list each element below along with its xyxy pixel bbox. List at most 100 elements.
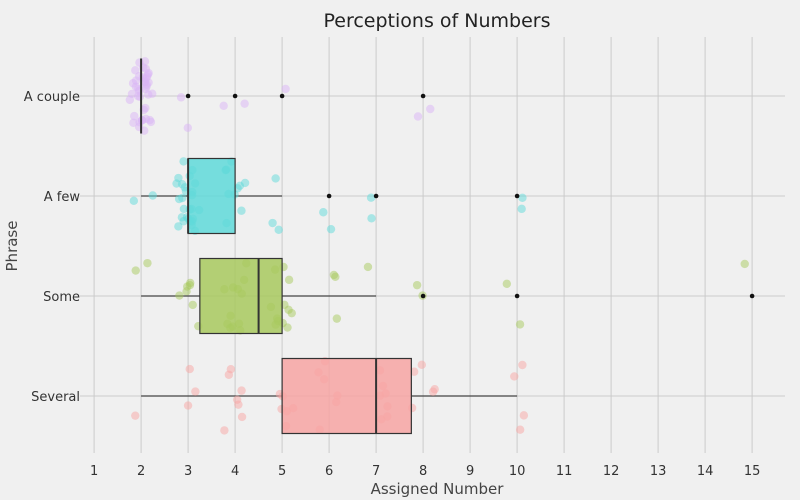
x-tick-label: 4 xyxy=(231,464,239,479)
x-tick-label: 2 xyxy=(137,464,145,479)
outlier-point xyxy=(373,193,379,199)
data-point xyxy=(183,401,193,410)
iqr-box xyxy=(187,157,236,235)
x-tick-label: 3 xyxy=(184,464,192,479)
x-tick-label: 11 xyxy=(556,464,573,479)
data-point xyxy=(274,225,283,235)
data-point xyxy=(219,101,228,110)
data-point xyxy=(148,191,157,200)
data-point xyxy=(131,66,140,75)
data-point xyxy=(188,300,197,310)
y-tick-label: Some xyxy=(43,290,80,305)
data-point xyxy=(144,90,153,99)
data-point xyxy=(177,213,187,222)
data-point xyxy=(412,280,422,290)
data-point xyxy=(129,196,139,206)
data-point xyxy=(224,370,234,379)
data-point xyxy=(319,208,328,217)
data-point xyxy=(510,372,519,381)
x-tick-label: 1 xyxy=(90,464,98,479)
iqr-box xyxy=(199,257,283,335)
x-tick-label: 5 xyxy=(278,464,286,479)
data-point xyxy=(413,112,423,121)
x-tick-label: 14 xyxy=(697,464,714,479)
outlier-point xyxy=(232,93,238,99)
data-point xyxy=(237,206,246,215)
data-point xyxy=(174,194,184,204)
data-point xyxy=(130,111,139,121)
data-point xyxy=(240,178,250,188)
data-point xyxy=(175,291,184,300)
data-point xyxy=(129,118,138,128)
data-point xyxy=(281,84,290,94)
data-point xyxy=(284,275,294,285)
x-tick-label: 8 xyxy=(419,464,427,479)
data-point xyxy=(332,314,342,323)
data-point xyxy=(140,77,150,86)
data-point xyxy=(179,157,188,166)
data-point xyxy=(177,179,187,189)
data-point xyxy=(519,411,529,420)
outlier-point xyxy=(279,93,285,99)
data-point xyxy=(220,426,229,435)
data-point xyxy=(271,174,280,183)
data-point xyxy=(143,258,152,268)
data-point xyxy=(409,367,419,376)
data-point xyxy=(331,272,340,281)
data-point xyxy=(740,259,749,269)
outlier-point xyxy=(749,293,755,299)
data-point xyxy=(237,412,247,422)
outlier-point xyxy=(420,93,426,99)
data-point xyxy=(179,204,189,214)
data-point xyxy=(517,204,526,214)
x-tick-label: 15 xyxy=(744,464,761,479)
data-point xyxy=(367,214,376,223)
data-point xyxy=(518,193,527,202)
data-point xyxy=(176,93,186,102)
data-point xyxy=(131,266,140,275)
data-point xyxy=(237,386,246,395)
data-point xyxy=(426,104,435,114)
data-point xyxy=(186,278,195,288)
data-point xyxy=(363,262,373,272)
data-point xyxy=(125,95,135,104)
box-layer xyxy=(140,58,412,435)
data-point xyxy=(174,222,183,231)
outlier-point xyxy=(514,193,520,199)
y-tick-label: Several xyxy=(31,390,80,405)
data-point xyxy=(185,364,194,374)
y-axis-label: Phrase xyxy=(3,221,21,272)
iqr-box xyxy=(281,357,412,435)
outlier-layer xyxy=(185,93,755,299)
data-point xyxy=(140,57,150,66)
outlier-point xyxy=(514,293,520,299)
data-point xyxy=(135,92,145,101)
x-tick-label: 9 xyxy=(466,464,474,479)
x-tick-label: 7 xyxy=(372,464,380,479)
data-point xyxy=(417,360,426,370)
y-tick-label: A couple xyxy=(24,90,80,105)
data-point xyxy=(502,279,512,289)
data-point xyxy=(183,123,193,132)
data-point xyxy=(515,425,525,434)
data-point xyxy=(366,193,376,202)
grid-layer xyxy=(80,37,785,453)
x-tick-label: 10 xyxy=(509,464,526,479)
outlier-point xyxy=(326,193,332,199)
data-point xyxy=(326,224,336,234)
data-point xyxy=(284,305,293,315)
x-axis-label: Assigned Number xyxy=(371,480,505,498)
chart-title: Perceptions of Numbers xyxy=(324,10,551,32)
outlier-point xyxy=(185,93,191,99)
data-point xyxy=(131,411,140,420)
data-point xyxy=(268,218,277,228)
x-tick-label: 13 xyxy=(650,464,667,479)
data-point xyxy=(191,387,200,396)
data-point xyxy=(182,287,191,296)
data-point xyxy=(515,320,525,329)
data-point xyxy=(428,387,438,396)
data-point xyxy=(232,395,242,404)
y-tick-label: A few xyxy=(44,190,81,205)
